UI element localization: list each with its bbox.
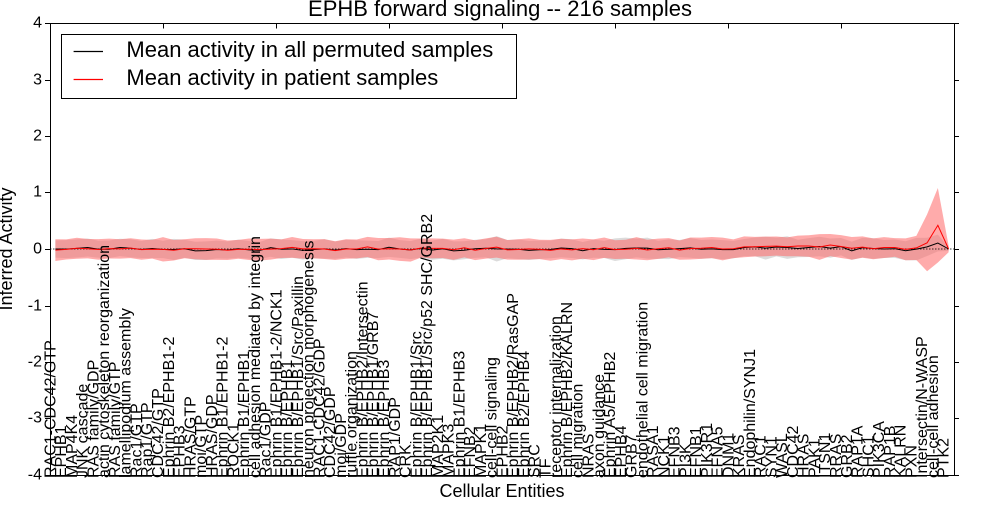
svg-text:3: 3 <box>33 72 42 89</box>
svg-text:-3: -3 <box>28 410 42 427</box>
svg-text:-4: -4 <box>28 467 42 484</box>
svg-text:Mean activity in all permuted: Mean activity in all permuted samples <box>126 37 493 62</box>
svg-text:0: 0 <box>33 241 42 258</box>
svg-text:2: 2 <box>33 128 42 145</box>
svg-text:Mean activity in patient sampl: Mean activity in patient samples <box>126 65 438 90</box>
svg-text:Cellular Entities: Cellular Entities <box>439 481 564 500</box>
svg-text:4: 4 <box>33 15 42 32</box>
svg-text:Inferred Activity: Inferred Activity <box>0 187 16 310</box>
svg-text:-1: -1 <box>28 298 42 315</box>
svg-text:-2: -2 <box>28 354 42 371</box>
svg-text:1: 1 <box>33 184 42 201</box>
svg-text:EPHB forward signaling -- 216: EPHB forward signaling -- 216 samples <box>308 0 692 21</box>
svg-text:PTK2: PTK2 <box>936 438 953 478</box>
